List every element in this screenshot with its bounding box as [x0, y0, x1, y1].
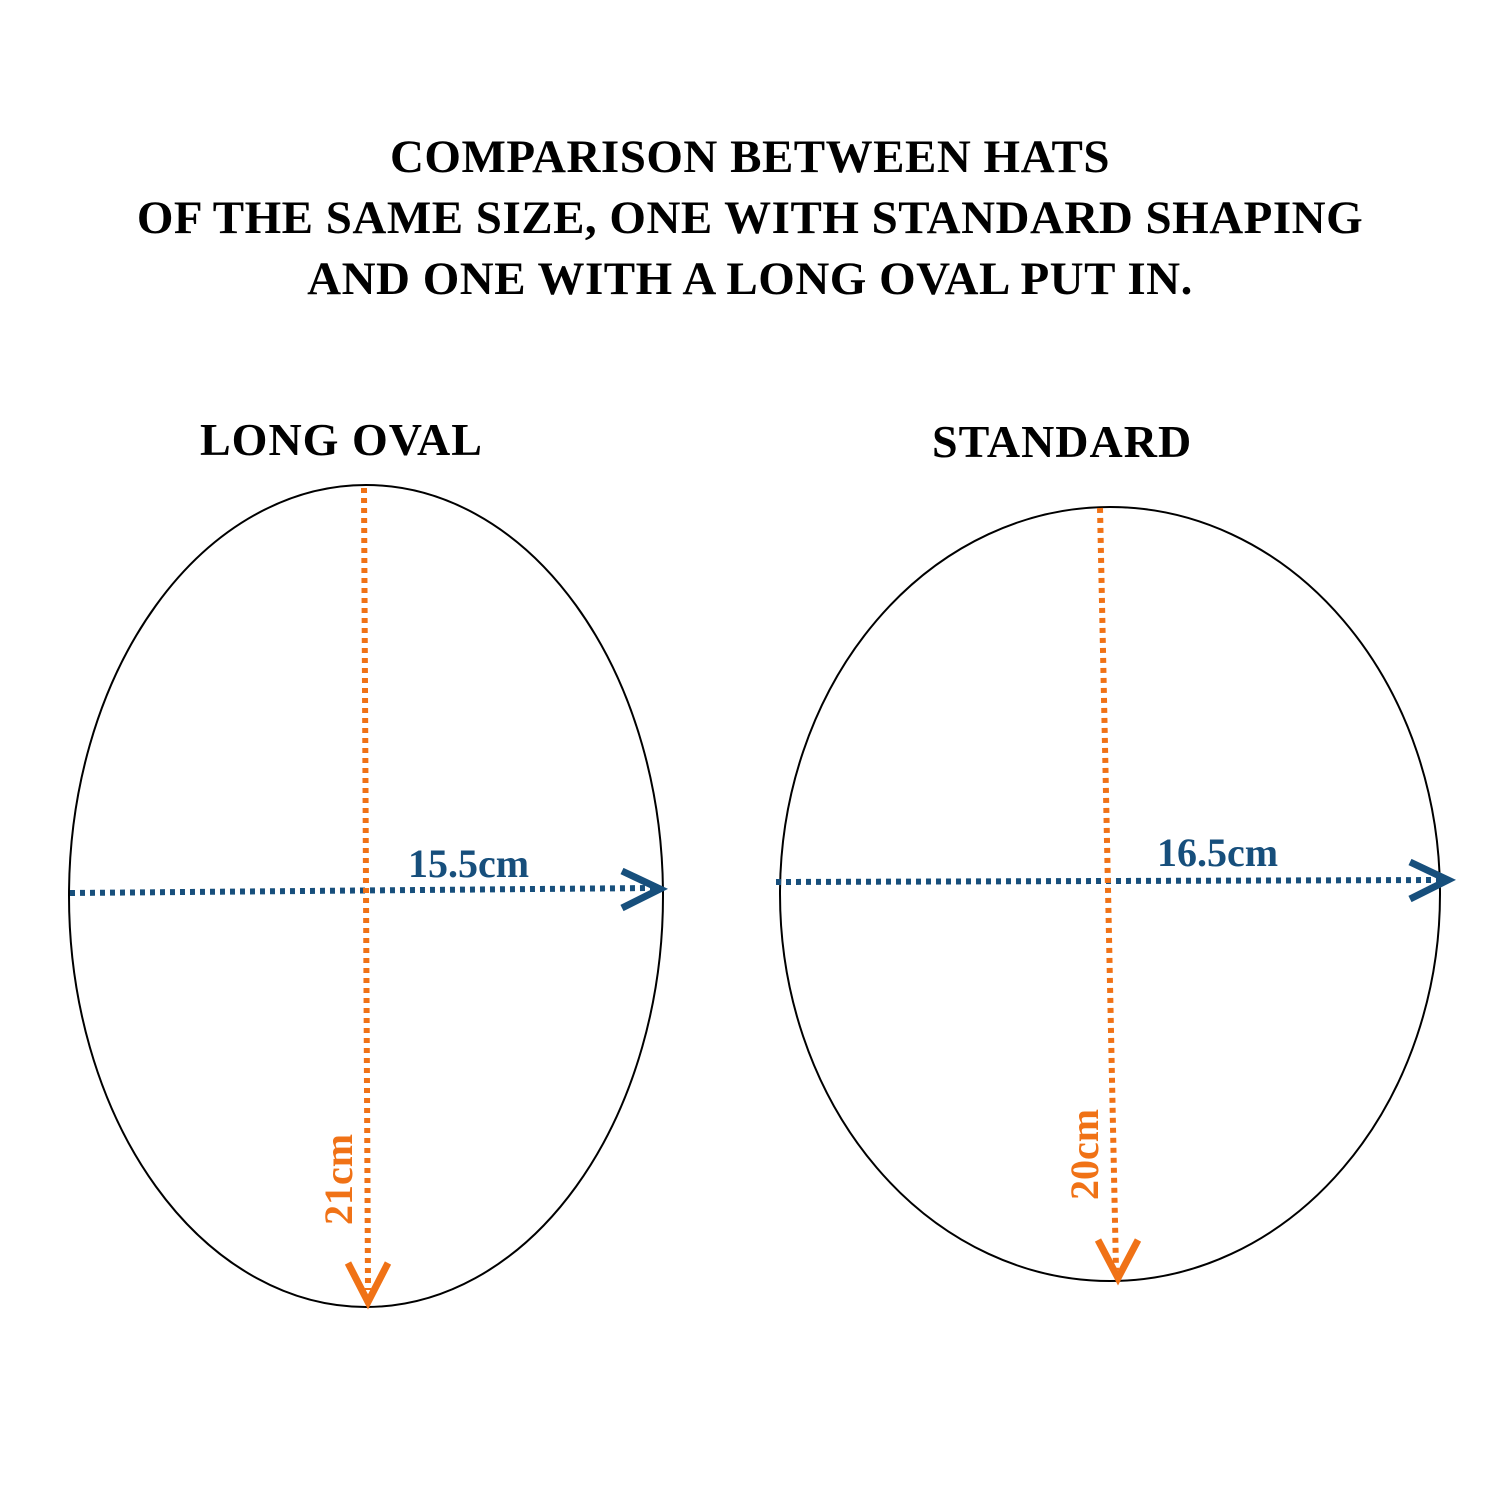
standard-length-line: [1097, 507, 1119, 1271]
standard-width-measure: 16.5cm: [1157, 830, 1278, 875]
long-oval-width-measure: 15.5cm: [408, 841, 529, 886]
title-line-2: OF THE SAME SIZE, ONE WITH STANDARD SHAP…: [136, 192, 1364, 244]
title-line-1: COMPARISON BETWEEN HATS: [389, 131, 1111, 183]
standard-width-arrowhead: [1408, 858, 1456, 903]
standard-diagram: 16.5cm 20cm: [775, 506, 1456, 1286]
long-oval-width-line: [69, 885, 653, 896]
long-oval-length-arrowhead: [344, 1261, 392, 1310]
standard-length-arrowhead: [1094, 1238, 1142, 1286]
long-oval-outline: [68, 484, 664, 1308]
long-oval-label: LONG OVAL: [200, 414, 483, 465]
long-oval-length-measure: 21cm: [316, 1134, 361, 1225]
page-title: COMPARISON BETWEEN HATS OF THE SAME SIZE…: [0, 127, 1500, 310]
long-oval-diagram: 15.5cm 21cm: [68, 484, 668, 1310]
long-oval-width-arrowhead: [620, 867, 668, 912]
standard-length-measure: 20cm: [1062, 1109, 1107, 1200]
long-oval-length-line: [361, 487, 371, 1291]
standard-label: STANDARD: [932, 416, 1193, 467]
standard-outline: [779, 506, 1441, 1282]
title-line-3: AND ONE WITH A LONG OVAL PUT IN.: [307, 253, 1193, 305]
